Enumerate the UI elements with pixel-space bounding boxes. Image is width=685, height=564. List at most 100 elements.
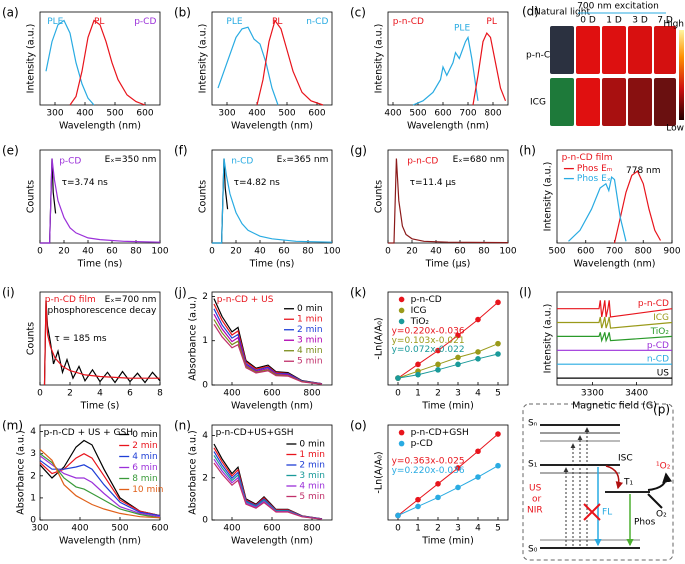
annotation: τ=11.4 μs bbox=[410, 178, 457, 188]
y-tick-label: 4 bbox=[202, 431, 208, 441]
x-tick-label: 1 bbox=[415, 389, 421, 399]
x-axis-label: Wavelength (nm) bbox=[407, 121, 489, 132]
series-line bbox=[557, 300, 673, 318]
x-tick-label: 500 bbox=[409, 109, 426, 119]
legend-label: Phos Eₘ bbox=[577, 164, 613, 174]
series-label: n-CD bbox=[647, 355, 669, 365]
series-label: PL bbox=[94, 17, 104, 27]
series-line bbox=[397, 433, 499, 516]
legend-label: 2 min bbox=[132, 441, 158, 451]
x-tick-label: 5 bbox=[495, 524, 501, 534]
fl-label: FL bbox=[602, 508, 612, 518]
legend-label: 2 min bbox=[297, 325, 323, 335]
x-tick-label: 0 bbox=[385, 247, 391, 257]
x-tick-label: 800 bbox=[303, 524, 320, 534]
annotation: Eₓ=350 nm bbox=[105, 155, 157, 165]
legend-label: p-n-CD+GSH bbox=[411, 428, 469, 438]
x-tick-label: 700 bbox=[459, 109, 476, 119]
annotation: p-n-CD+US+GSH bbox=[216, 428, 294, 438]
annotation: p-CD bbox=[59, 157, 81, 167]
x-tick-label: 400 bbox=[248, 109, 265, 119]
legend-label: 4 min bbox=[297, 346, 323, 356]
x-axis-label: Time (ns) bbox=[249, 259, 295, 270]
x-tick-label: 4 bbox=[97, 389, 103, 399]
annotation: phosphorescence decay bbox=[48, 306, 158, 316]
x-tick-label: 3 bbox=[455, 389, 461, 399]
y-axis-label: Counts bbox=[26, 180, 37, 213]
legend-label: 6 min bbox=[132, 463, 158, 473]
x-axis-label: Wavelength (nm) bbox=[59, 536, 141, 547]
x-tick-label: 600 bbox=[263, 389, 280, 399]
plot-frame bbox=[211, 149, 333, 244]
vial bbox=[628, 26, 652, 74]
point bbox=[455, 332, 461, 339]
image-panel: (d) Natural light 700 nm excitation 0 D … bbox=[522, 2, 684, 134]
annotation: y=0.363x-0.025 bbox=[392, 457, 465, 467]
annotation: p-n-CD film bbox=[45, 295, 96, 305]
x-axis-label: Time (min) bbox=[421, 536, 474, 547]
series-label: PLE bbox=[47, 17, 63, 27]
legend-label: 4 min bbox=[132, 452, 158, 462]
series-line bbox=[397, 343, 499, 379]
excitation-arrows bbox=[563, 427, 590, 546]
level-label: Sₙ bbox=[528, 419, 538, 429]
x-tick-label: 3400 bbox=[625, 389, 648, 399]
series-label: PL bbox=[272, 17, 282, 27]
x-tick-label: 4 bbox=[475, 524, 481, 534]
panel-label: (l) bbox=[519, 286, 532, 300]
legend-label: p-n-CD bbox=[411, 295, 442, 305]
point bbox=[395, 512, 401, 519]
column-label: Natural light bbox=[534, 8, 590, 18]
x-tick-label: 100 bbox=[151, 247, 168, 257]
x-tick-label: 600 bbox=[151, 524, 168, 534]
x-tick-label: 6 bbox=[127, 389, 133, 399]
stimulus: US bbox=[529, 484, 542, 494]
series-line bbox=[40, 158, 161, 244]
x-tick-label: 400 bbox=[76, 109, 93, 119]
series-line bbox=[397, 301, 499, 379]
y-axis-label: Absorbance (a.u.) bbox=[16, 430, 27, 514]
panel-label: (d) bbox=[522, 5, 539, 19]
y-axis-label: -Ln(A/A₀) bbox=[374, 317, 385, 359]
plot-frame bbox=[387, 11, 509, 106]
x-tick-label: 600 bbox=[577, 247, 594, 257]
x-tick-label: 400 bbox=[223, 389, 240, 399]
vial bbox=[550, 26, 574, 74]
series-line bbox=[212, 158, 333, 244]
series-line bbox=[388, 158, 509, 244]
panel-label: (i) bbox=[2, 286, 15, 300]
x-tick-label: 800 bbox=[635, 247, 652, 257]
colorbar bbox=[679, 30, 684, 120]
point bbox=[415, 496, 421, 503]
y-tick-label: 0 bbox=[202, 381, 208, 391]
day-label: 7 D bbox=[657, 16, 673, 26]
panel-label: (b) bbox=[174, 6, 191, 20]
point bbox=[495, 462, 501, 469]
panel-label: (m) bbox=[2, 419, 23, 433]
annotation: y=0.103x-0.021 bbox=[392, 336, 465, 346]
panel-label: (n) bbox=[174, 419, 191, 433]
point bbox=[495, 351, 501, 357]
legend-swatch bbox=[398, 318, 405, 325]
legend-label: 1 min bbox=[297, 315, 323, 325]
x-tick-label: 40 bbox=[254, 247, 266, 257]
vial bbox=[628, 78, 652, 126]
x-tick-label: 3 bbox=[455, 524, 461, 534]
y-axis-label: Absorbance (a.u.) bbox=[188, 430, 199, 514]
point bbox=[475, 316, 481, 323]
vial bbox=[654, 26, 676, 74]
legend-label: 0 min bbox=[132, 430, 158, 440]
annotation: y=0.072x-0.022 bbox=[392, 345, 465, 355]
y-tick-label: 1 bbox=[202, 336, 208, 346]
panel-label: (g) bbox=[350, 144, 367, 158]
x-tick-label: 500 bbox=[278, 109, 295, 119]
x-tick-label: 60 bbox=[278, 247, 290, 257]
annotation: 778 nm bbox=[626, 166, 661, 176]
point bbox=[455, 354, 461, 361]
x-tick-label: 400 bbox=[384, 109, 401, 119]
y-tick-label: 1 bbox=[30, 493, 36, 503]
y-axis-label: -Ln(A/A₀) bbox=[374, 451, 385, 493]
x-tick-label: 500 bbox=[106, 109, 123, 119]
series-line bbox=[39, 448, 161, 519]
x-tick-label: 500 bbox=[548, 247, 565, 257]
